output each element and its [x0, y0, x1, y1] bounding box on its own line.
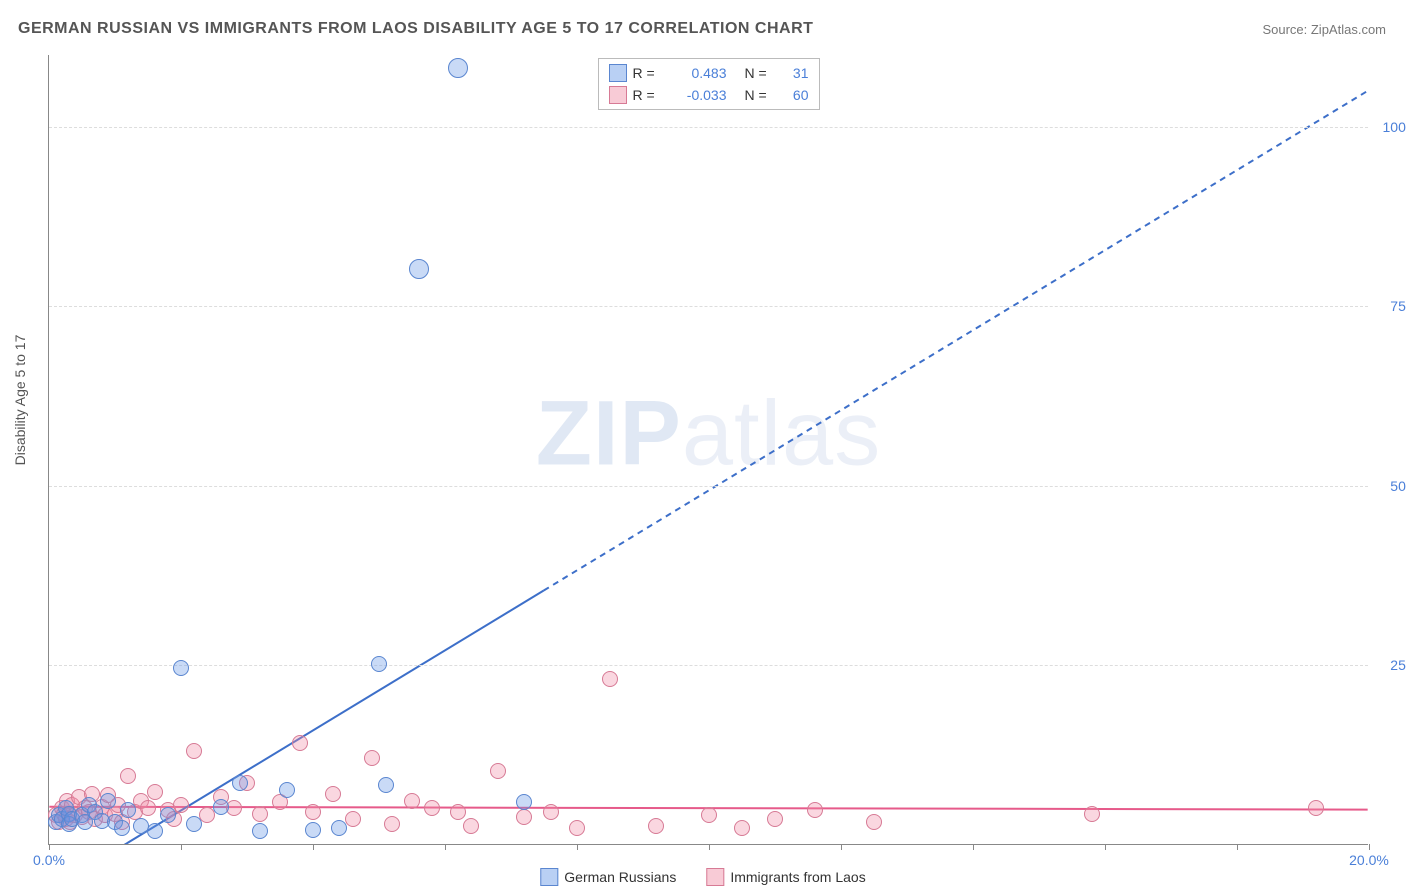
x-tick [841, 844, 842, 850]
x-tick [1369, 844, 1370, 850]
scatter-point-pink [186, 743, 202, 759]
legend-item-blue: German Russians [540, 868, 676, 886]
scatter-point-blue [252, 823, 268, 839]
scatter-point-pink [305, 804, 321, 820]
watermark: ZIPatlas [536, 381, 881, 486]
legend-label-blue: German Russians [564, 869, 676, 885]
series-legend: German Russians Immigrants from Laos [540, 868, 865, 886]
scatter-point-pink [543, 804, 559, 820]
scatter-point-pink [569, 820, 585, 836]
n-label: N = [745, 87, 775, 103]
scatter-point-pink [1084, 806, 1100, 822]
r-value-blue: 0.483 [667, 65, 727, 81]
x-tick [709, 844, 710, 850]
scatter-point-blue [232, 775, 248, 791]
scatter-point-blue [516, 794, 532, 810]
chart-title: GERMAN RUSSIAN VS IMMIGRANTS FROM LAOS D… [18, 20, 813, 38]
scatter-point-pink [364, 750, 380, 766]
r-label: R = [633, 87, 661, 103]
grid-line [49, 306, 1368, 307]
scatter-point-pink [648, 818, 664, 834]
scatter-point-blue [147, 823, 163, 839]
scatter-point-pink [292, 735, 308, 751]
grid-line [49, 486, 1368, 487]
scatter-point-pink [384, 816, 400, 832]
legend-row-pink: R = -0.033 N = 60 [609, 84, 809, 106]
grid-line [49, 665, 1368, 666]
scatter-point-pink [345, 811, 361, 827]
scatter-point-pink [490, 763, 506, 779]
chart-plot-area: ZIPatlas R = 0.483 N = 31 R = -0.033 N =… [48, 55, 1368, 845]
y-axis-label: Disability Age 5 to 17 [12, 335, 28, 466]
x-tick [1237, 844, 1238, 850]
x-tick [313, 844, 314, 850]
scatter-point-blue [305, 822, 321, 838]
x-tick [181, 844, 182, 850]
scatter-point-blue [213, 799, 229, 815]
scatter-point-blue [448, 58, 468, 78]
scatter-point-pink [404, 793, 420, 809]
x-tick [445, 844, 446, 850]
x-tick [577, 844, 578, 850]
scatter-point-blue [279, 782, 295, 798]
scatter-point-blue [100, 793, 116, 809]
scatter-point-pink [516, 809, 532, 825]
y-tick-label: 25.0% [1390, 657, 1406, 673]
scatter-point-blue [331, 820, 347, 836]
scatter-point-pink [866, 814, 882, 830]
scatter-point-pink [602, 671, 618, 687]
scatter-point-blue [120, 802, 136, 818]
source-attribution: Source: ZipAtlas.com [1262, 22, 1386, 37]
scatter-point-pink [450, 804, 466, 820]
n-value-blue: 31 [781, 65, 809, 81]
legend-item-pink: Immigrants from Laos [706, 868, 865, 886]
y-tick-label: 50.0% [1390, 478, 1406, 494]
scatter-point-blue [371, 656, 387, 672]
r-label: R = [633, 65, 661, 81]
x-tick-label: 0.0% [33, 852, 65, 868]
n-label: N = [745, 65, 775, 81]
scatter-point-blue [173, 660, 189, 676]
swatch-blue-icon [609, 64, 627, 82]
scatter-point-blue [409, 259, 429, 279]
x-tick [49, 844, 50, 850]
scatter-point-pink [734, 820, 750, 836]
scatter-point-blue [114, 820, 130, 836]
scatter-point-pink [1308, 800, 1324, 816]
swatch-blue-icon [540, 868, 558, 886]
correlation-legend: R = 0.483 N = 31 R = -0.033 N = 60 [598, 58, 820, 110]
x-tick [1105, 844, 1106, 850]
scatter-point-blue [378, 777, 394, 793]
scatter-point-blue [160, 807, 176, 823]
legend-label-pink: Immigrants from Laos [730, 869, 865, 885]
scatter-point-pink [701, 807, 717, 823]
swatch-pink-icon [706, 868, 724, 886]
y-tick-label: 75.0% [1390, 298, 1406, 314]
n-value-pink: 60 [781, 87, 809, 103]
scatter-point-pink [147, 784, 163, 800]
scatter-point-pink [325, 786, 341, 802]
scatter-point-pink [424, 800, 440, 816]
y-tick-label: 100.0% [1383, 119, 1406, 135]
scatter-point-pink [252, 806, 268, 822]
swatch-pink-icon [609, 86, 627, 104]
grid-line [49, 127, 1368, 128]
legend-row-blue: R = 0.483 N = 31 [609, 62, 809, 84]
scatter-point-pink [173, 797, 189, 813]
scatter-point-pink [120, 768, 136, 784]
x-tick [973, 844, 974, 850]
scatter-point-pink [463, 818, 479, 834]
scatter-point-blue [186, 816, 202, 832]
x-tick-label: 20.0% [1349, 852, 1389, 868]
scatter-point-pink [767, 811, 783, 827]
scatter-point-pink [140, 800, 156, 816]
scatter-point-pink [807, 802, 823, 818]
r-value-pink: -0.033 [667, 87, 727, 103]
